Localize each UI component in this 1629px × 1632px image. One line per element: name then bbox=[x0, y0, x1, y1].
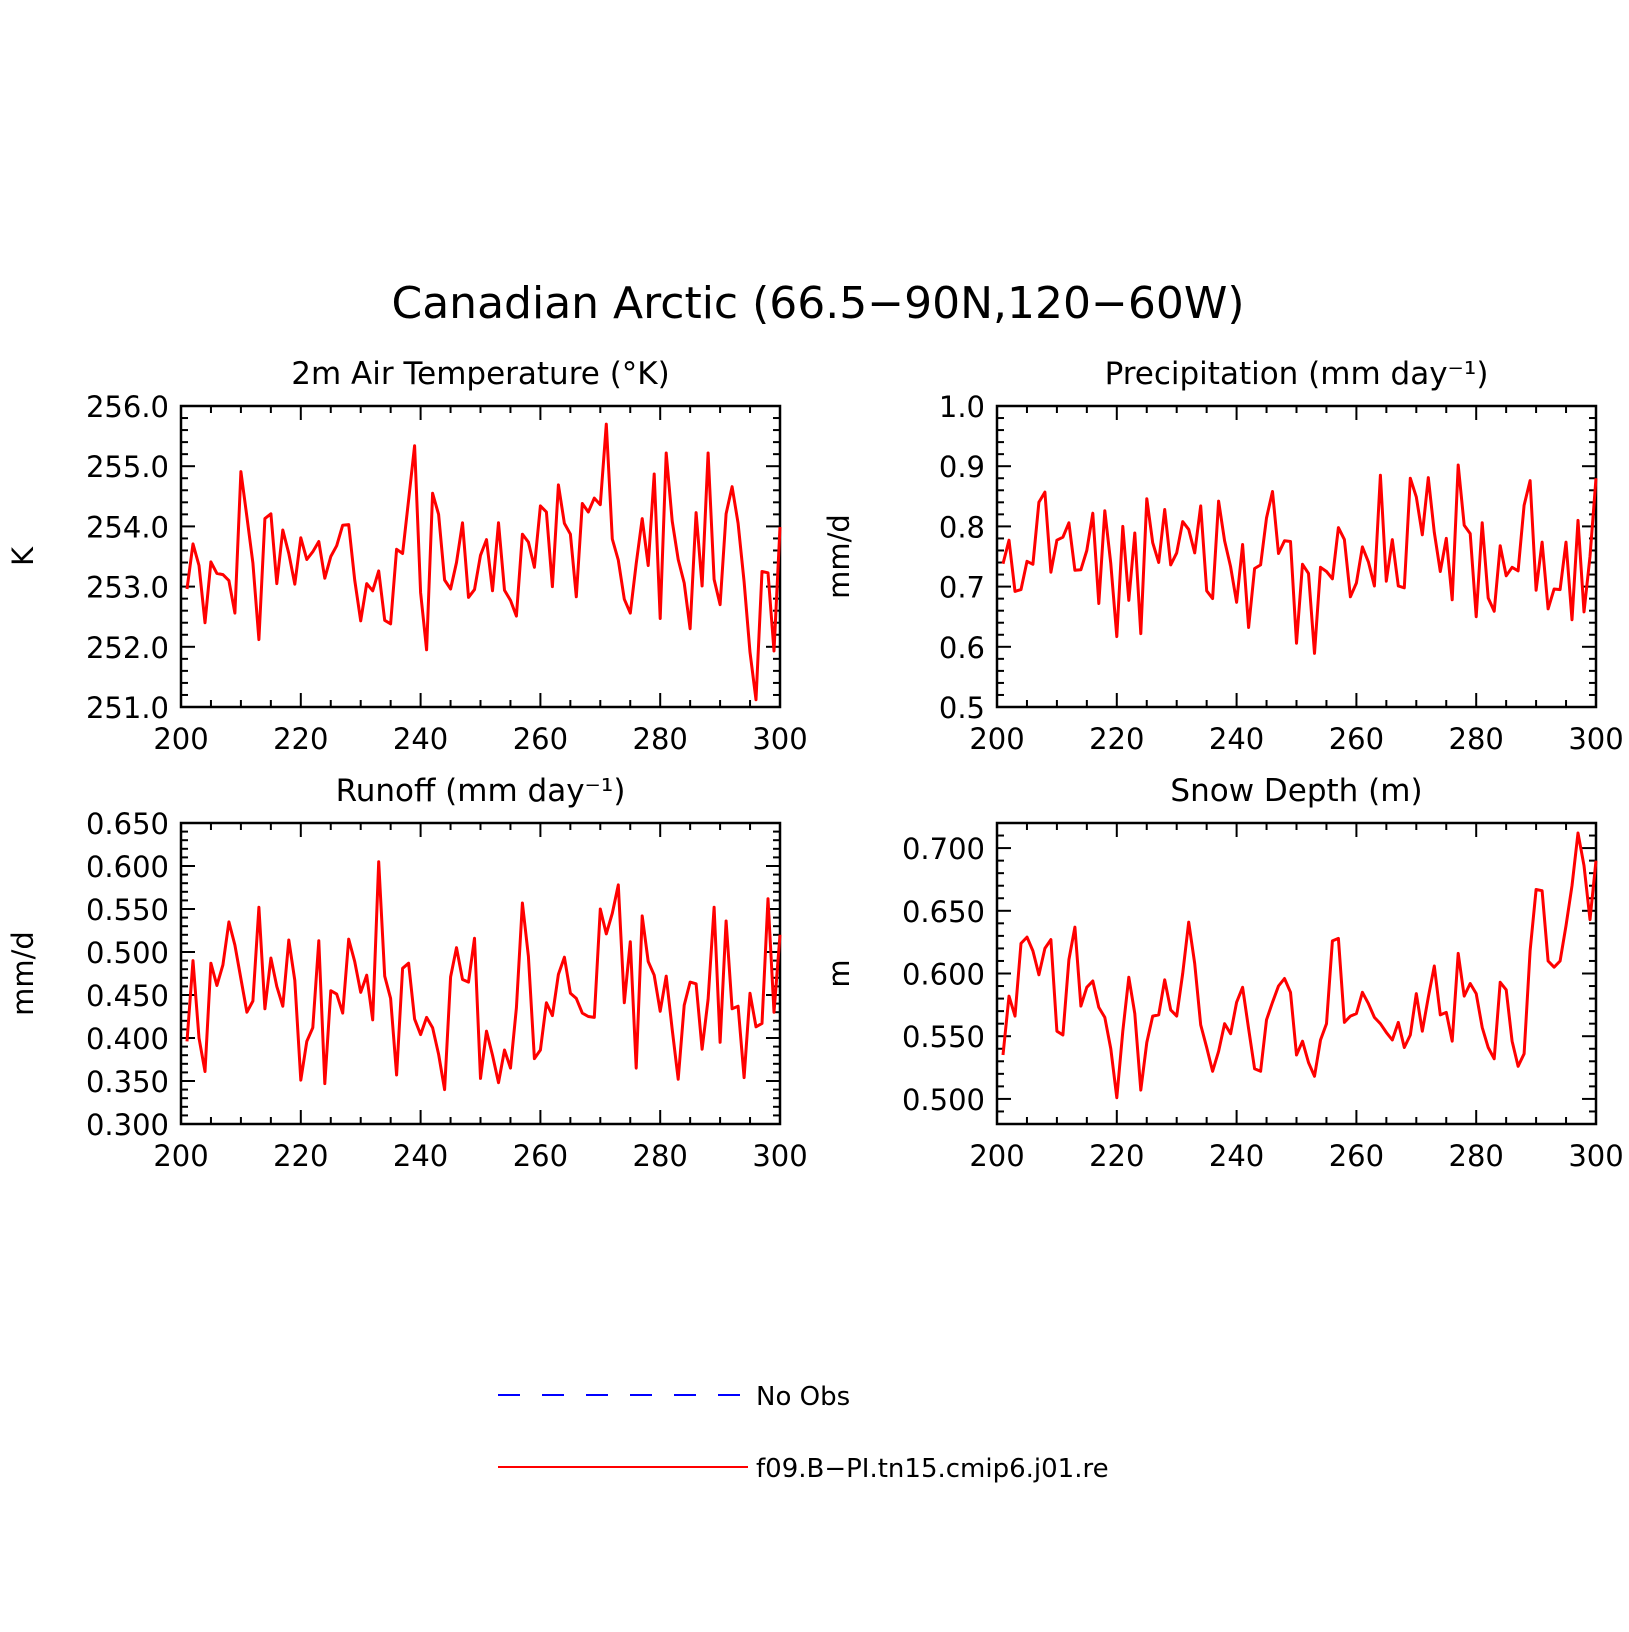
legend-obs-label: No Obs bbox=[756, 1382, 850, 1412]
y-tick-label: 256.0 bbox=[86, 390, 169, 424]
y-tick-label: 1.0 bbox=[939, 390, 985, 424]
y-axis-label: mm/d bbox=[822, 514, 856, 599]
series-line bbox=[185, 860, 782, 1092]
x-tick-label: 300 bbox=[752, 1139, 807, 1173]
x-tick-label: 220 bbox=[273, 1139, 328, 1173]
chart-panel-4: Snow Depth (m) m 200 220 240 260 280 300 0.500 0.… bbox=[822, 773, 1624, 1173]
legend-model-label: f09.B−PI.tn15.cmip6.j01.re bbox=[756, 1454, 1109, 1484]
x-tick-label: 260 bbox=[1329, 722, 1384, 756]
chart-panels: 2m Air Temperature (°K) K 200 220 240 260 280 3… bbox=[6, 356, 1624, 1173]
y-tick-label: 0.7 bbox=[939, 571, 985, 605]
series-line bbox=[185, 422, 782, 702]
y-tick-label: 252.0 bbox=[86, 631, 169, 665]
y-tick-label: 0.550 bbox=[86, 893, 169, 927]
x-tick-label: 280 bbox=[633, 1139, 688, 1173]
y-tick-label: 0.6 bbox=[939, 631, 985, 665]
series-line bbox=[1001, 463, 1598, 655]
y-axis-label: m bbox=[822, 959, 856, 987]
legend: No Obs f09.B−PI.tn15.cmip6.j01.re bbox=[498, 1382, 1109, 1484]
x-tick-label: 300 bbox=[1568, 1139, 1623, 1173]
y-tick-label: 255.0 bbox=[86, 450, 169, 484]
chart-panel-3: Runoff (mm day⁻¹) mm/d 200 220 240 260 280 300 0… bbox=[6, 773, 808, 1173]
y-tick-label: 0.5 bbox=[939, 691, 985, 725]
y-tick-label: 0.650 bbox=[902, 895, 985, 929]
y-tick-label: 0.9 bbox=[939, 450, 985, 484]
x-tick-label: 220 bbox=[273, 722, 328, 756]
x-tick-label: 240 bbox=[393, 722, 448, 756]
y-tick-label: 253.0 bbox=[86, 571, 169, 605]
series-line bbox=[1001, 831, 1598, 1100]
x-tick-label: 280 bbox=[633, 722, 688, 756]
x-tick-label: 200 bbox=[153, 722, 208, 756]
panel-title: Precipitation (mm day⁻¹) bbox=[1105, 356, 1489, 392]
y-tick-label: 0.500 bbox=[86, 936, 169, 970]
x-tick-label: 240 bbox=[393, 1139, 448, 1173]
y-tick-label: 0.300 bbox=[86, 1108, 169, 1142]
y-tick-label: 251.0 bbox=[86, 691, 169, 725]
x-tick-label: 280 bbox=[1449, 722, 1504, 756]
y-tick-label: 0.650 bbox=[86, 807, 169, 841]
y-axis-label: K bbox=[6, 546, 40, 566]
x-tick-label: 220 bbox=[1089, 722, 1144, 756]
x-tick-label: 260 bbox=[1329, 1139, 1384, 1173]
x-tick-label: 200 bbox=[153, 1139, 208, 1173]
figure-title: Canadian Arctic (66.5−90N,120−60W) bbox=[392, 278, 1245, 329]
y-tick-label: 0.600 bbox=[86, 850, 169, 884]
x-tick-label: 260 bbox=[513, 1139, 568, 1173]
y-tick-label: 0.550 bbox=[902, 1020, 985, 1054]
panel-title: Runoff (mm day⁻¹) bbox=[336, 773, 626, 809]
x-tick-label: 240 bbox=[1209, 1139, 1264, 1173]
x-tick-label: 200 bbox=[969, 722, 1024, 756]
y-tick-label: 0.8 bbox=[939, 510, 985, 544]
y-tick-label: 0.600 bbox=[902, 958, 985, 992]
x-tick-label: 280 bbox=[1449, 1139, 1504, 1173]
y-axis-label: mm/d bbox=[6, 931, 40, 1016]
chart-panel-2: Precipitation (mm day⁻¹) mm/d 200 220 240 260… bbox=[822, 356, 1624, 756]
x-tick-label: 300 bbox=[752, 722, 807, 756]
y-tick-label: 0.350 bbox=[86, 1065, 169, 1099]
y-tick-label: 0.500 bbox=[902, 1083, 985, 1117]
y-tick-label: 0.700 bbox=[902, 832, 985, 866]
x-tick-label: 200 bbox=[969, 1139, 1024, 1173]
y-tick-label: 0.450 bbox=[86, 979, 169, 1013]
y-tick-label: 254.0 bbox=[86, 510, 169, 544]
x-tick-label: 260 bbox=[513, 722, 568, 756]
chart-panel-1: 2m Air Temperature (°K) K 200 220 240 260 280 3… bbox=[6, 356, 808, 756]
x-tick-label: 240 bbox=[1209, 722, 1264, 756]
panel-title: 2m Air Temperature (°K) bbox=[291, 356, 669, 392]
panel-title: Snow Depth (m) bbox=[1170, 773, 1422, 809]
x-tick-label: 300 bbox=[1568, 722, 1623, 756]
y-tick-label: 0.400 bbox=[86, 1022, 169, 1056]
x-tick-label: 220 bbox=[1089, 1139, 1144, 1173]
